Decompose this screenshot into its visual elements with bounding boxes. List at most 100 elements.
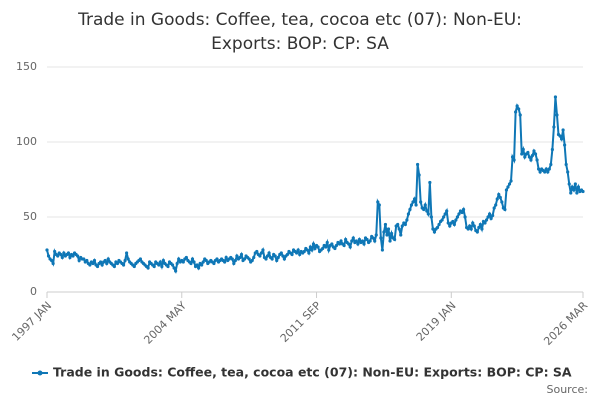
data-point (437, 222, 441, 227)
data-point (533, 152, 538, 156)
data-point (324, 245, 328, 249)
data-point (170, 263, 175, 267)
data-point (454, 218, 458, 222)
data-point (267, 251, 271, 255)
data-point (181, 260, 185, 264)
data-point (518, 113, 522, 117)
data-point (350, 239, 354, 243)
data-point (405, 218, 409, 222)
data-point (223, 260, 227, 264)
data-point (295, 251, 299, 255)
data-point (53, 249, 57, 254)
data-point (569, 191, 573, 195)
data-point (362, 242, 366, 246)
data-point (347, 242, 351, 246)
data-point (275, 258, 279, 263)
data-point (325, 240, 329, 245)
data-point (486, 215, 490, 219)
data-point (200, 263, 204, 267)
data-point (489, 216, 493, 221)
data-point (573, 182, 577, 186)
data-point (547, 167, 551, 171)
data-point (99, 260, 103, 264)
data-point (446, 221, 450, 225)
data-point (549, 162, 553, 167)
data-point (339, 239, 343, 243)
data-point (517, 107, 521, 111)
data-point (273, 254, 277, 258)
data-point (478, 222, 482, 227)
legend-label: Trade in Goods: Coffee, tea, cocoa etc (… (53, 365, 572, 380)
data-point (550, 147, 554, 152)
data-point (559, 137, 564, 141)
chart-title: Exports: BOP: CP: SA (211, 34, 389, 54)
data-point (112, 264, 116, 269)
data-point (529, 158, 533, 162)
data-point (377, 203, 381, 207)
data-point (408, 207, 412, 212)
data-point (388, 239, 392, 243)
data-point (386, 227, 391, 231)
data-point (92, 258, 97, 263)
data-point (389, 231, 394, 236)
data-point (224, 255, 228, 260)
data-point (581, 189, 585, 194)
data-point (342, 243, 346, 248)
data-point (146, 266, 150, 270)
source: Source: (547, 383, 589, 396)
data-point (406, 212, 411, 216)
data-point (514, 110, 518, 114)
data-point (379, 236, 383, 240)
data-point (576, 185, 581, 189)
data-point (279, 251, 283, 255)
data-point (132, 264, 136, 269)
data-point (235, 254, 239, 258)
data-point (561, 128, 565, 132)
data-point (385, 233, 389, 237)
data-point (307, 251, 311, 255)
data-point (503, 207, 507, 212)
data-point (285, 252, 290, 257)
data-point (71, 254, 75, 258)
data-point (532, 149, 536, 153)
data-point (506, 185, 510, 189)
data-point (544, 167, 548, 171)
data-point (480, 227, 484, 231)
x-tick-label: 1997 JAN (9, 299, 54, 344)
data-point (270, 257, 274, 261)
data-point (357, 237, 362, 242)
data-point (448, 224, 452, 228)
data-point (396, 222, 400, 227)
data-point (189, 261, 193, 266)
data-point (498, 195, 502, 200)
data-point (103, 258, 107, 263)
data-point (393, 237, 397, 242)
data-point (445, 209, 449, 213)
data-point (258, 254, 262, 258)
data-point (380, 248, 384, 252)
data-point (337, 242, 342, 246)
data-point (212, 261, 216, 266)
data-point (440, 218, 444, 222)
data-point (484, 218, 489, 222)
data-point (88, 263, 92, 267)
data-point (157, 263, 161, 267)
data-point (298, 252, 302, 257)
data-point (351, 236, 355, 240)
data-point (59, 252, 63, 257)
data-point (523, 155, 527, 159)
data-point (566, 170, 570, 174)
data-point (174, 269, 178, 273)
data-point (538, 170, 542, 174)
data-point (60, 255, 64, 260)
data-point (460, 210, 464, 215)
data-point (567, 182, 571, 186)
data-point (527, 155, 532, 159)
data-point (371, 236, 375, 240)
data-point (123, 258, 127, 263)
data-point (250, 258, 254, 263)
data-point (509, 179, 513, 183)
data-point (457, 212, 461, 216)
data-point (552, 125, 556, 129)
